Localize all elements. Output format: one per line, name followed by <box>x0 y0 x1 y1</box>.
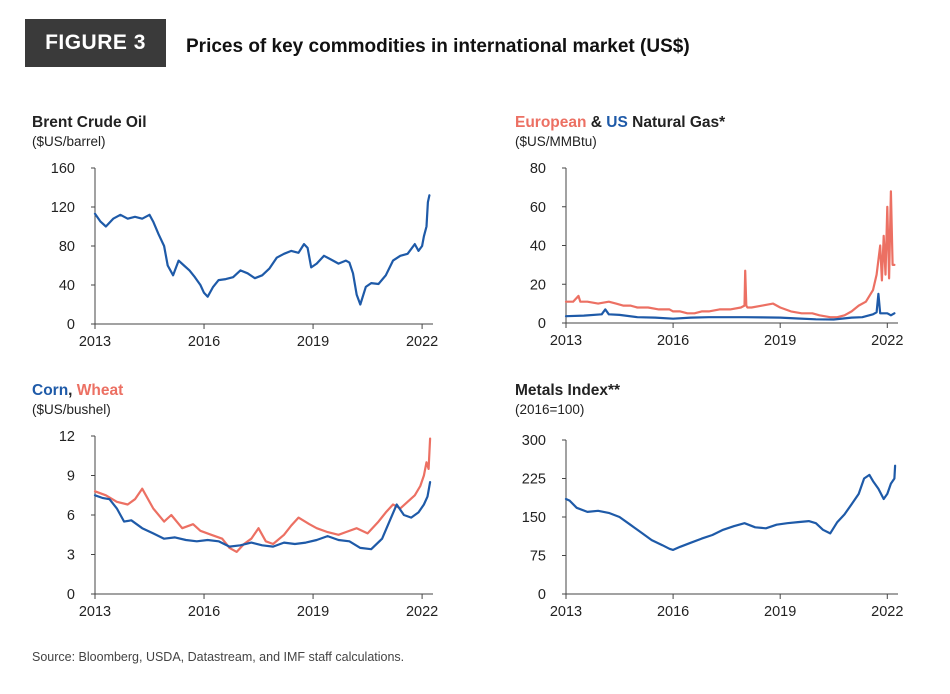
title-rest: Natural Gas* <box>627 114 726 131</box>
y-tick-label: 0 <box>538 587 546 603</box>
legend-us: US <box>606 114 628 131</box>
y-tick-label: 0 <box>538 316 546 332</box>
panel-title-grains: Corn, Wheat <box>32 382 123 400</box>
y-tick-label: 75 <box>530 549 546 565</box>
y-tick-label: 300 <box>522 433 546 449</box>
y-tick-label: 150 <box>522 510 546 526</box>
series-line-corn <box>93 481 432 551</box>
y-tick-label: 120 <box>51 200 75 216</box>
y-tick-label: 6 <box>67 508 75 524</box>
x-tick-label: 2022 <box>406 604 438 620</box>
y-tick-label: 0 <box>67 587 75 603</box>
y-tick-label: 80 <box>530 161 546 177</box>
series-line-main <box>93 194 431 306</box>
x-tick-label: 2013 <box>550 604 582 620</box>
figure-title: Prices of key commodities in internation… <box>186 36 690 57</box>
y-tick-label: 3 <box>67 548 75 564</box>
x-tick-label: 2022 <box>871 604 903 620</box>
y-tick-label: 9 <box>67 469 75 485</box>
y-tick-label: 20 <box>530 277 546 293</box>
figure-label: FIGURE 3 <box>25 19 166 67</box>
x-tick-label: 2016 <box>188 334 220 350</box>
series-line-wheat <box>93 437 432 554</box>
y-tick-label: 40 <box>59 278 75 294</box>
x-tick-label: 2013 <box>79 604 111 620</box>
panel-unit-gas: ($US/MMBtu) <box>515 134 597 149</box>
y-tick-label: 0 <box>67 317 75 333</box>
y-tick-label: 225 <box>522 472 546 488</box>
x-tick-label: 2019 <box>764 333 796 349</box>
x-tick-label: 2013 <box>79 334 111 350</box>
x-tick-label: 2019 <box>764 604 796 620</box>
panel-title-brent: Brent Crude Oil <box>32 114 147 131</box>
legend-corn: Corn <box>32 382 69 399</box>
y-tick-label: 40 <box>530 239 546 255</box>
title-joiner: & <box>586 114 607 131</box>
x-tick-label: 2022 <box>871 333 903 349</box>
panel-unit-brent: ($US/barrel) <box>32 134 106 149</box>
x-tick-label: 2016 <box>657 604 689 620</box>
x-tick-label: 2016 <box>657 333 689 349</box>
panel-title-gas: European & US Natural Gas* <box>515 114 725 132</box>
legend-wheat: Wheat <box>76 382 124 399</box>
x-tick-label: 2019 <box>297 604 329 620</box>
y-tick-label: 60 <box>530 200 546 216</box>
panel-unit-metals: (2016=100) <box>515 402 585 417</box>
y-tick-label: 160 <box>51 161 75 177</box>
series-line-main <box>564 464 897 552</box>
panel-unit-grains: ($US/bushel) <box>32 402 111 417</box>
series-line-european <box>564 190 896 319</box>
title-joiner: , <box>68 382 77 399</box>
x-tick-label: 2019 <box>297 334 329 350</box>
x-tick-label: 2016 <box>188 604 220 620</box>
panel-title-metals: Metals Index** <box>515 382 621 399</box>
y-tick-label: 80 <box>59 239 75 255</box>
source-note: Source: Bloomberg, USDA, Datastream, and… <box>32 650 405 664</box>
x-tick-label: 2022 <box>406 334 438 350</box>
x-tick-label: 2013 <box>550 333 582 349</box>
y-tick-label: 12 <box>59 429 75 445</box>
series-line-us <box>564 292 896 321</box>
legend-european: European <box>515 114 587 131</box>
